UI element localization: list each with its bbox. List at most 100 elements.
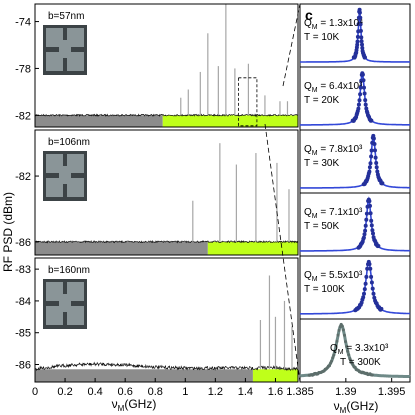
- q-value: = 7.1x10³: [318, 207, 363, 218]
- left-xlabel-symbol: ν: [112, 397, 118, 411]
- x-tick-label: 1.6: [268, 386, 283, 398]
- q-value: = 1.3x10⁴: [318, 18, 364, 29]
- x-tick-label: 0: [32, 386, 38, 398]
- x-tick-label: 0.4: [87, 386, 102, 398]
- q-subscript: M: [312, 87, 318, 94]
- q-factor-label: QM = 5.5x10³: [304, 270, 363, 283]
- data-point: [363, 223, 368, 228]
- data-points: [351, 7, 367, 60]
- inset-cell-3: [46, 52, 63, 71]
- data-point: [368, 161, 373, 166]
- data-point: [343, 333, 346, 337]
- q-subscript: M: [312, 213, 318, 220]
- data-point: [336, 333, 340, 337]
- q-symbol: Q: [304, 144, 312, 155]
- temperature-label: T = 300K: [340, 357, 381, 368]
- data-point: [341, 328, 345, 332]
- y-tick-label: -86: [15, 237, 31, 249]
- data-point: [347, 353, 351, 357]
- data-point: [362, 85, 366, 90]
- q-subscript: M: [312, 24, 318, 31]
- inset-bridge: [59, 166, 71, 184]
- left-xlabel-subscript: M: [118, 404, 125, 413]
- right-x-tick-label: 1.385: [286, 386, 314, 398]
- data-point: [369, 154, 374, 159]
- panel-frame: [299, 129, 411, 194]
- data-point: [364, 217, 369, 222]
- data-point: [359, 300, 364, 305]
- data-point: [357, 7, 362, 12]
- inset-bridge: [59, 294, 71, 312]
- psd-panel-bottom: -86 -85 -84 -83 b=160nm: [15, 257, 299, 383]
- q-symbol: Q: [304, 81, 312, 92]
- data-point: [374, 165, 379, 170]
- inset-cell-3: [46, 178, 63, 197]
- data-point: [371, 291, 376, 296]
- q-symbol: Q: [304, 270, 312, 281]
- data-point: [367, 169, 372, 174]
- right-xlabel-unit: (GHz): [346, 399, 378, 413]
- inset-cell-2: [67, 282, 84, 301]
- data-point: [359, 39, 364, 44]
- data-point: [363, 228, 368, 233]
- data-point: [363, 102, 368, 107]
- data-point: [361, 235, 366, 240]
- temperature-label: T = 50K: [304, 221, 339, 232]
- data-points: [353, 259, 384, 313]
- zoom-box: [237, 77, 258, 127]
- data-point: [356, 102, 361, 107]
- data-point: [328, 364, 331, 368]
- y-tick-label: -74: [15, 17, 31, 29]
- data-point: [360, 46, 365, 50]
- inset-bridge: [59, 40, 71, 58]
- data-point: [345, 345, 349, 349]
- lorentzian-fit: [300, 134, 410, 189]
- data-point: [363, 98, 368, 103]
- data-point: [355, 34, 360, 39]
- x-tick-label: 1.4: [238, 386, 253, 398]
- left-panels: -82 -78 -74 b=57nm -86 -82 b=106nm -86 -85 -84 -83…: [15, 3, 299, 398]
- q-symbol: Q: [330, 343, 338, 354]
- data-point: [330, 359, 334, 363]
- q-value: = 7.8x10³: [318, 144, 363, 155]
- psd-panel-top: -82 -78 -74 b=57nm: [15, 3, 299, 128]
- inset-cell-1: [46, 28, 63, 47]
- data-points: [356, 197, 381, 250]
- data-point: [359, 35, 364, 40]
- data-point: [334, 344, 338, 348]
- data-point: [374, 161, 379, 165]
- data-point: [373, 148, 377, 153]
- data-point: [353, 365, 357, 369]
- lorentzian-fit: [300, 196, 410, 252]
- plot-frame: [34, 129, 299, 256]
- y-tick-label: -83: [15, 264, 31, 276]
- y-tick-label: -86: [15, 360, 31, 372]
- zoom-line-top: [282, 3, 301, 87]
- data-point: [372, 142, 377, 146]
- gray-band: [35, 369, 253, 382]
- y-tick-label: -82: [15, 171, 31, 183]
- y-tick-label: -82: [15, 110, 31, 122]
- data-point: [375, 169, 380, 174]
- plot-frame: [34, 257, 299, 383]
- psd-trace: [34, 239, 299, 244]
- data-point: [370, 373, 374, 377]
- right-xlabel-subscript: M: [340, 406, 347, 415]
- psd-panel-middle: -86 -82 b=106nm: [15, 129, 299, 256]
- data-point: [346, 349, 350, 353]
- left-xlabel-unit: (GHz): [124, 397, 156, 411]
- y-tick-label: -84: [15, 296, 31, 308]
- q-subscript: M: [312, 150, 318, 157]
- right-x-tick-label: 1.39: [335, 386, 356, 398]
- data-point: [367, 165, 372, 170]
- data-point: [380, 181, 385, 186]
- right-xlabel-symbol: ν: [334, 399, 340, 413]
- data-point: [364, 211, 369, 216]
- data-point: [358, 85, 363, 90]
- data-point: [368, 266, 373, 271]
